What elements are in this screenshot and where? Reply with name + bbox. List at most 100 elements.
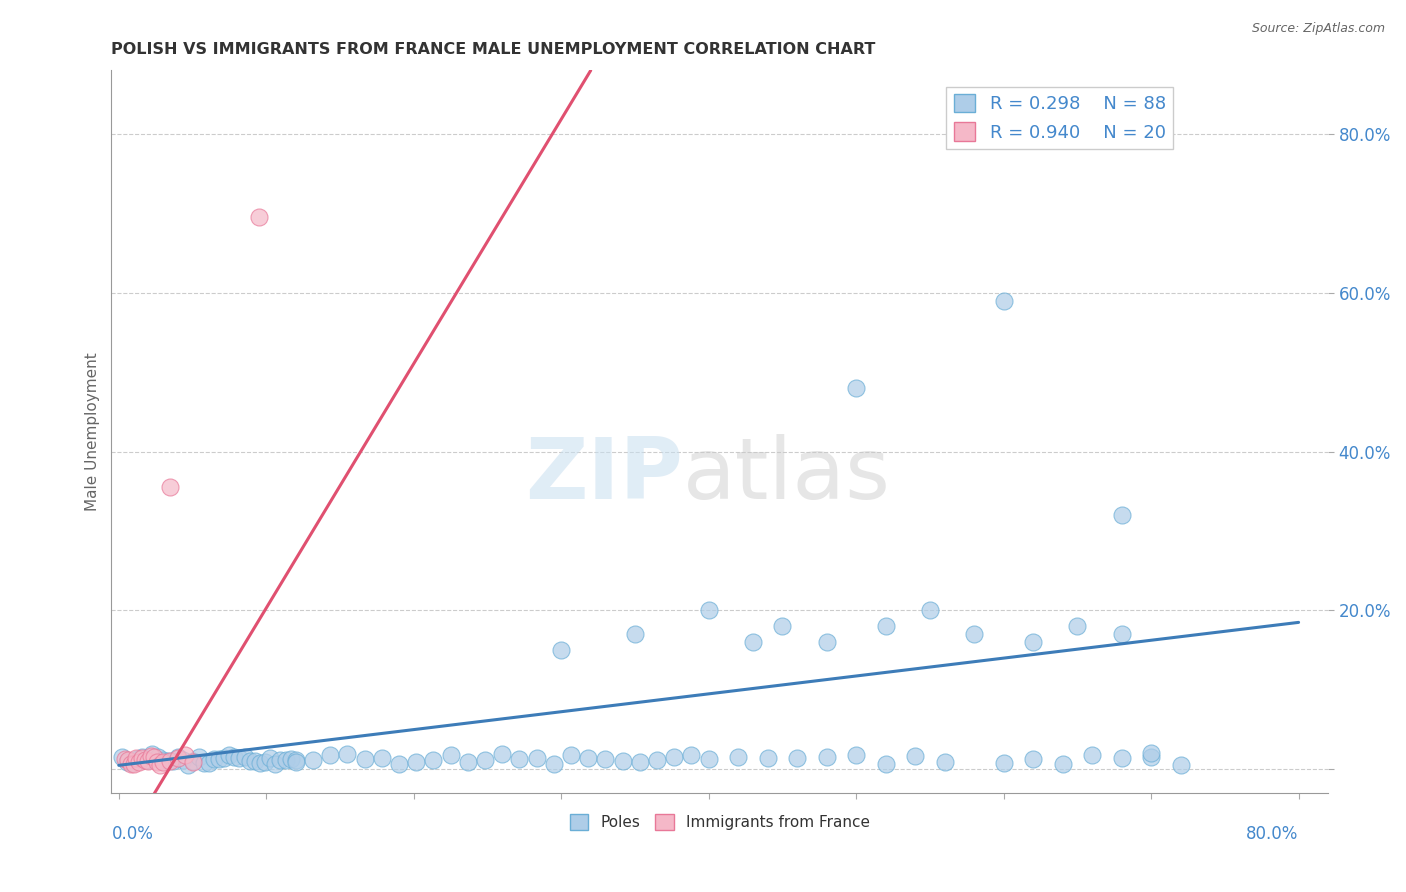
Point [491,747,513,761]
Point [136,754,159,768]
Point [146,750,169,764]
Point [125,751,148,765]
Point [319,747,342,762]
Text: ZIP: ZIP [526,434,683,516]
Point [474,753,496,767]
Point [993,293,1015,308]
Point [371,751,394,765]
Text: 80.0%: 80.0% [1246,825,1299,843]
Point [122,756,145,771]
Point [149,757,172,772]
Point [1022,751,1045,765]
Point [543,756,565,771]
Point [756,751,779,765]
Point [174,747,197,762]
Point [934,756,956,770]
Point [727,750,749,764]
Point [162,754,184,768]
Point [904,749,927,764]
Point [1052,757,1074,772]
Point [152,753,174,767]
Point [233,749,256,764]
Point [508,752,530,766]
Point [815,635,838,649]
Point [1081,747,1104,762]
Legend: Poles, Immigrants from France: Poles, Immigrants from France [564,808,876,836]
Point [770,619,793,633]
Point [134,753,156,767]
Point [1022,635,1045,649]
Point [993,756,1015,770]
Point [117,753,139,767]
Point [280,752,302,766]
Point [136,753,159,767]
Point [249,756,271,770]
Point [141,747,163,761]
Text: 0.0%: 0.0% [111,825,153,843]
Point [131,749,153,764]
Point [786,751,808,765]
Point [353,752,375,766]
Point [152,755,174,769]
Point [131,751,153,765]
Point [284,755,307,769]
Point [302,753,325,767]
Point [264,757,287,772]
Point [120,756,142,771]
Point [177,757,200,772]
Point [576,751,599,765]
Point [422,753,444,767]
Point [336,747,359,761]
Point [1140,749,1163,764]
Point [1140,747,1163,761]
Point [681,747,703,762]
Point [141,748,163,763]
Point [1111,751,1133,765]
Point [114,752,136,766]
Point [1111,508,1133,523]
Point [259,751,281,765]
Point [212,751,235,765]
Point [1111,627,1133,641]
Point [243,754,266,768]
Point [247,211,270,225]
Point [121,756,143,770]
Y-axis label: Male Unemployment: Male Unemployment [86,352,100,511]
Point [918,603,941,617]
Point [143,749,166,764]
Point [845,381,868,395]
Point [963,627,986,641]
Point [254,755,277,769]
Point [560,748,582,763]
Point [875,757,897,772]
Point [183,754,205,768]
Point [526,751,548,765]
Point [875,619,897,633]
Point [612,754,634,768]
Point [742,635,765,649]
Point [167,749,190,764]
Point [156,754,179,768]
Point [284,753,307,767]
Point [845,748,868,763]
Point [628,755,651,769]
Point [274,753,297,767]
Point [228,751,250,765]
Point [697,603,720,617]
Text: atlas: atlas [683,434,891,516]
Point [595,752,617,766]
Point [159,480,181,494]
Point [664,750,686,764]
Point [645,753,668,767]
Point [218,748,240,763]
Point [815,750,838,764]
Text: Source: ZipAtlas.com: Source: ZipAtlas.com [1251,22,1385,36]
Point [1066,619,1088,633]
Point [405,755,427,769]
Point [202,752,225,766]
Point [550,643,572,657]
Point [187,749,209,764]
Point [208,752,231,766]
Point [193,756,215,771]
Point [181,755,204,769]
